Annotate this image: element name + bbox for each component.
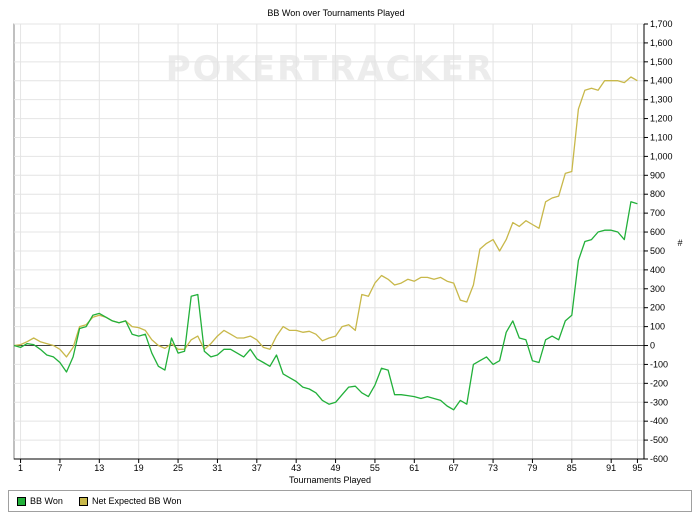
x-tick-label: 13: [94, 463, 104, 473]
y-tick-label: 1,600: [650, 38, 673, 48]
x-axis-label: Tournaments Played: [289, 475, 371, 485]
x-tick-label: 91: [606, 463, 616, 473]
x-tick-label: 85: [567, 463, 577, 473]
x-tick-label: 67: [449, 463, 459, 473]
plot-area: [13, 23, 645, 460]
y-tick-label: 900: [650, 170, 665, 180]
x-tick-label: 37: [252, 463, 262, 473]
x-tick-label: 7: [57, 463, 62, 473]
y-tick-label: -200: [650, 378, 668, 388]
legend-swatch-bb-won: [17, 496, 26, 506]
x-tick-label: 43: [291, 463, 301, 473]
y-tick-label: 1,100: [650, 132, 673, 142]
y-tick-label: 100: [650, 322, 665, 332]
legend-item-net-expected-bb-won[interactable]: Net Expected BB Won: [79, 496, 181, 506]
x-tick-label: 73: [488, 463, 498, 473]
y-axis-label: #: [677, 238, 682, 248]
legend-swatch-net-expected-bb-won: [79, 496, 88, 506]
chart: BB Won over Tournaments Played POKERTRAC…: [13, 8, 683, 485]
y-tick-label: 500: [650, 246, 665, 256]
y-tick-label: 600: [650, 227, 665, 237]
x-tick-label: 61: [409, 463, 419, 473]
y-tick-label: 800: [650, 189, 665, 199]
y-tick-label: 1,700: [650, 19, 673, 29]
y-tick-label: 200: [650, 303, 665, 313]
x-tick-label: 95: [632, 463, 642, 473]
y-tick-label: -400: [650, 416, 668, 426]
y-tick-label: -100: [650, 359, 668, 369]
y-tick-label: 700: [650, 208, 665, 218]
watermark-logo: POKERTRACKER: [166, 49, 494, 89]
y-tick-label: -500: [650, 435, 668, 445]
x-tick-label: 19: [134, 463, 144, 473]
x-tick-label: 31: [212, 463, 222, 473]
x-tick-label: 79: [527, 463, 537, 473]
legend: BB Won Net Expected BB Won: [8, 490, 692, 512]
y-tick-label: 400: [650, 265, 665, 275]
y-tick-label: 1,500: [650, 57, 673, 67]
y-tick-label: 0: [650, 341, 655, 351]
y-tick-label: -300: [650, 397, 668, 407]
series-line-bb-won: [13, 201, 638, 411]
chart-title: BB Won over Tournaments Played: [267, 8, 404, 18]
y-tick-label: 1,000: [650, 151, 673, 161]
y-tick-label: 1,200: [650, 114, 673, 124]
y-tick-label: 1,400: [650, 76, 673, 86]
y-tick-label: 1,300: [650, 95, 673, 105]
x-tick-label: 1: [18, 463, 23, 473]
legend-label-bb-won: BB Won: [30, 496, 63, 506]
y-tick-label: -600: [650, 454, 668, 464]
x-tick-label: 49: [331, 463, 341, 473]
x-tick-label: 55: [370, 463, 380, 473]
y-tick-label: 300: [650, 284, 665, 294]
legend-item-bb-won[interactable]: BB Won: [17, 496, 63, 506]
x-tick-label: 25: [173, 463, 183, 473]
legend-label-net-expected-bb-won: Net Expected BB Won: [92, 496, 182, 506]
